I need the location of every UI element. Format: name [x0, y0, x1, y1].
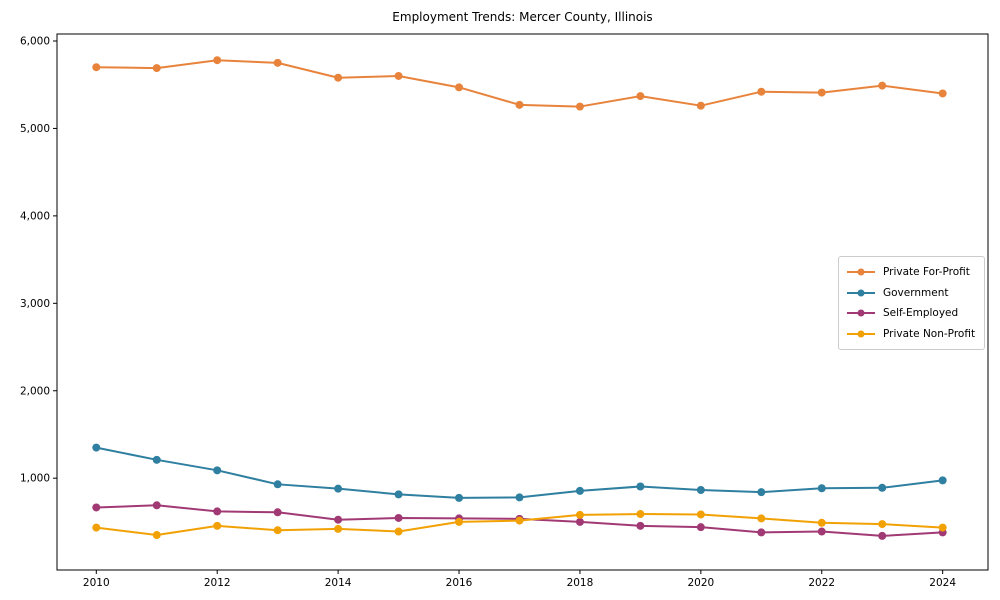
private-for-profit-point-2011 — [152, 64, 161, 73]
private-non-profit-point-2017 — [515, 516, 524, 525]
government-point-2024 — [938, 476, 947, 485]
x-tick-label: 2016 — [446, 577, 473, 589]
private-for-profit-point-2015 — [394, 71, 403, 80]
legend-item-private-non-profit: Private Non-Profit — [846, 324, 975, 345]
x-tick-label: 2012 — [204, 577, 231, 589]
y-tick-label: 2,000 — [20, 385, 50, 397]
private-for-profit-point-2024 — [938, 89, 947, 98]
x-tick-label: 2024 — [929, 577, 956, 589]
self-employed-point-2018 — [575, 517, 584, 526]
government-point-2011 — [152, 455, 161, 464]
private-for-profit-legend-swatch-icon — [847, 268, 875, 276]
private-non-profit-point-2020 — [696, 510, 705, 519]
private-for-profit-point-2019 — [636, 92, 645, 101]
x-tick-label: 2020 — [687, 577, 714, 589]
y-tick-label: 4,000 — [20, 210, 50, 222]
legend-label-private-non-profit: Private Non-Profit — [883, 327, 976, 340]
private-non-profit-point-2011 — [152, 531, 161, 540]
y-tick-label: 5,000 — [20, 123, 50, 135]
private-non-profit-point-2022 — [817, 518, 826, 527]
government-point-2016 — [455, 493, 464, 502]
self-employed-point-2012 — [213, 507, 222, 516]
private-non-profit-point-2013 — [273, 526, 282, 535]
self-employed-point-2019 — [636, 521, 645, 530]
x-tick-label: 2014 — [325, 577, 352, 589]
y-tick-label: 1,000 — [20, 473, 50, 485]
private-for-profit-point-2010 — [92, 63, 101, 72]
legend-item-private-for-profit: Private For-Profit — [846, 262, 975, 283]
self-employed-point-2015 — [394, 513, 403, 522]
government-point-2014 — [334, 484, 343, 493]
government-point-2021 — [757, 488, 766, 497]
government-point-2015 — [394, 490, 403, 499]
private-non-profit-point-2023 — [878, 520, 887, 529]
government-point-2022 — [817, 484, 826, 493]
government-point-2013 — [273, 480, 282, 489]
legend-label-government: Government — [883, 286, 949, 299]
private-non-profit-point-2010 — [92, 523, 101, 532]
private-for-profit-point-2016 — [455, 83, 464, 92]
government-point-2010 — [92, 443, 101, 452]
private-non-profit-point-2014 — [334, 524, 343, 533]
private-non-profit-point-2019 — [636, 510, 645, 519]
legend: Private For-Profit Government Self-Employe… — [838, 256, 986, 350]
self-employed-point-2014 — [334, 515, 343, 524]
plot-border — [56, 33, 989, 571]
government-point-2018 — [575, 486, 584, 495]
private-for-profit-point-2012 — [213, 56, 222, 65]
legend-item-self-employed: Self-Employed — [846, 303, 975, 324]
self-employed-point-2023 — [878, 531, 887, 540]
private-for-profit-point-2021 — [757, 87, 766, 96]
x-tick-label: 2018 — [567, 577, 594, 589]
x-tick-label: 2022 — [808, 577, 835, 589]
government-point-2023 — [878, 483, 887, 492]
y-tick-label: 3,000 — [20, 298, 50, 310]
legend-label-private-for-profit: Private For-Profit — [883, 266, 970, 279]
chart-title: Employment Trends: Mercer County, Illino… — [392, 10, 653, 24]
self-employed-point-2013 — [273, 508, 282, 517]
government-point-2017 — [515, 493, 524, 502]
private-non-profit-point-2024 — [938, 523, 947, 532]
private-non-profit-point-2021 — [757, 514, 766, 523]
private-non-profit-point-2016 — [455, 517, 464, 526]
private-for-profit-point-2020 — [696, 101, 705, 110]
legend-label-self-employed: Self-Employed — [883, 307, 959, 320]
self-employed-legend-swatch-icon — [847, 309, 875, 317]
government-legend-swatch-icon — [847, 289, 875, 297]
private-for-profit-line — [95, 59, 944, 108]
government-point-2012 — [213, 466, 222, 475]
self-employed-point-2021 — [757, 528, 766, 537]
legend-item-government: Government — [846, 283, 975, 304]
government-point-2020 — [696, 485, 705, 494]
private-non-profit-point-2018 — [575, 510, 584, 519]
x-tick-label: 2010 — [83, 577, 110, 589]
private-for-profit-point-2013 — [273, 58, 282, 67]
private-for-profit-point-2014 — [334, 73, 343, 82]
self-employed-point-2011 — [152, 501, 161, 510]
private-for-profit-point-2022 — [817, 88, 826, 97]
private-for-profit-point-2023 — [878, 81, 887, 90]
self-employed-point-2020 — [696, 523, 705, 532]
private-for-profit-point-2018 — [575, 102, 584, 111]
self-employed-point-2022 — [817, 527, 826, 536]
y-tick-label: 6,000 — [20, 35, 50, 47]
private-non-profit-point-2012 — [213, 521, 222, 530]
self-employed-point-2010 — [92, 503, 101, 512]
private-for-profit-point-2017 — [515, 100, 524, 109]
private-non-profit-legend-swatch-icon — [847, 330, 875, 338]
government-point-2019 — [636, 482, 645, 491]
government-line — [95, 446, 944, 499]
private-non-profit-point-2015 — [394, 527, 403, 536]
